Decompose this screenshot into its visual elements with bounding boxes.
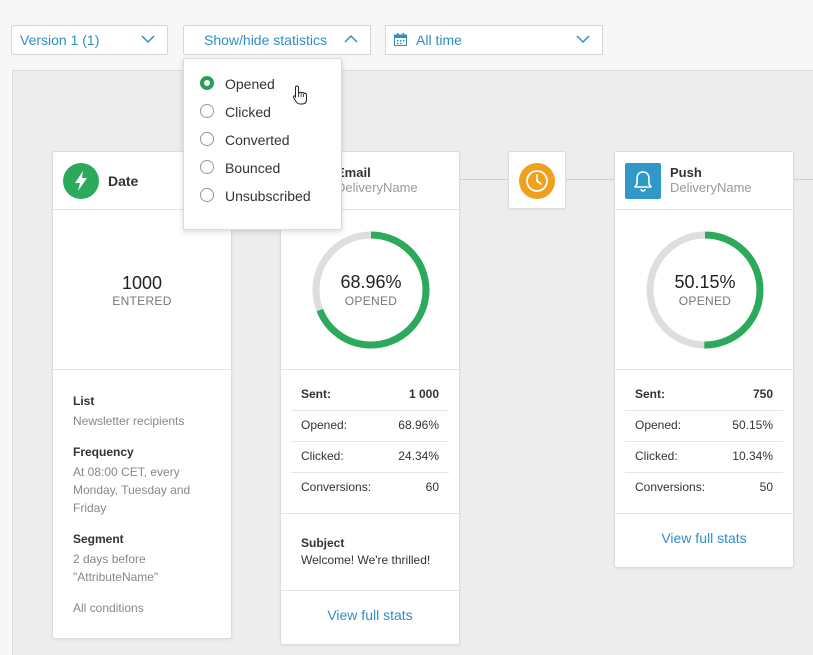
version-select-label: Version 1 (1) [20,32,100,48]
wait-node[interactable] [508,151,566,209]
option-label: Clicked [225,104,271,120]
stat-label: Opened: [301,418,348,432]
version-select[interactable]: Version 1 (1) [11,25,168,55]
stat-label: Sent: [635,387,665,401]
divider [281,513,459,514]
list-label: List [73,394,95,408]
view-full-stats-link[interactable]: View full stats [661,530,747,546]
stat-value: 24.34% [398,449,439,463]
chevron-down-icon [141,35,155,44]
stats-row-clicked: Clicked: 10.34% [625,441,783,473]
option-label: Opened [225,76,275,92]
show-hide-statistics-toggle[interactable]: Show/hide statistics [183,25,371,55]
statistics-dropdown-menu: Opened Clicked Converted Bounced Unsubsc… [183,58,342,230]
frequency-label: Frequency [73,445,134,459]
clock-icon [519,163,555,199]
stat-value: 1 000 [408,387,439,401]
ring-progress [312,231,430,349]
stat-value: 10.34% [732,449,773,463]
stats-row-clicked: Clicked: 24.34% [291,441,449,473]
lightning-icon [63,163,99,199]
divider [53,369,231,370]
option-label: Converted [225,132,290,148]
stats-row-conversions: Conversions: 50 [625,472,783,503]
segment-value: 2 days before "AttributeName" [73,552,159,584]
stat-value: 68.96% [398,418,439,432]
stats-toggle-label: Show/hide statistics [204,32,327,48]
bell-icon [625,163,661,199]
stat-label: Clicked: [301,449,344,463]
stats-row-opened: Opened: 68.96% [291,410,449,442]
opened-ring-chart: 50.15% OPENED [643,228,767,352]
entered-label: ENTERED [112,294,172,308]
radio-unselected[interactable] [200,188,214,202]
stats-row-sent: Sent: 1 000 [291,379,449,411]
option-label: Unsubscribed [225,188,311,204]
divider [281,369,459,370]
opened-rate-label: OPENED [344,294,398,308]
connector-line [793,179,813,180]
divider [281,590,459,591]
push-delivery-card[interactable]: Push DeliveryName 50.15% OPENED Sent: 75… [614,151,794,568]
card-title: Push [670,165,702,180]
card-subtitle: DeliveryName [336,180,418,195]
connector-line [459,179,509,180]
chevron-down-icon [576,35,590,44]
opened-rate-label: OPENED [678,294,732,308]
card-header: Push DeliveryName [615,152,793,210]
card-header: Date [53,152,231,210]
radio-unselected[interactable] [200,132,214,146]
ring-progress [646,231,764,349]
divider [615,369,793,370]
all-conditions-link[interactable]: All conditions [73,601,144,615]
trigger-card-date[interactable]: Date 1000 ENTERED List Newsletter recipi… [52,151,232,639]
radio-selected[interactable] [200,76,214,90]
stats-row-opened: Opened: 50.15% [625,410,783,442]
stat-value: 50.15% [732,418,773,432]
hand-cursor-icon [292,85,307,105]
stats-row-conversions: Conversions: 60 [291,472,449,503]
stats-row-sent: Sent: 750 [625,379,783,411]
date-range-label: All time [416,32,462,48]
option-label: Bounced [225,160,281,176]
card-title: Date [108,173,139,189]
connector-line [565,179,615,180]
divider [615,513,793,514]
stat-value: 50 [759,480,773,494]
frequency-value: At 08:00 CET, every Monday, Tuesday and … [73,465,191,515]
entered-count: 1000 [121,273,163,293]
card-subtitle: DeliveryName [670,180,752,195]
subject-value: Welcome! We're thrilled! [301,553,431,567]
email-delivery-card[interactable]: Email DeliveryName 68.96% OPENED Sent: 1… [280,151,460,645]
date-range-select[interactable]: All time [385,25,603,55]
stat-label: Clicked: [635,449,678,463]
radio-unselected[interactable] [200,104,214,118]
calendar-icon [394,33,407,46]
card-title: Email [336,165,371,180]
view-full-stats-link[interactable]: View full stats [327,607,413,623]
opened-rate: 68.96% [340,272,402,292]
segment-label: Segment [73,532,124,546]
stat-label: Sent: [301,387,331,401]
stat-label: Opened: [635,418,682,432]
stat-value: 60 [425,480,439,494]
stat-label: Conversions: [635,480,706,494]
subject-label: Subject [301,536,345,550]
stat-value: 750 [752,387,773,401]
stat-label: Conversions: [301,480,372,494]
chevron-up-icon [344,34,358,43]
opened-rate: 50.15% [674,272,736,292]
list-value: Newsletter recipients [73,414,185,428]
opened-ring-chart: 68.96% OPENED [309,228,433,352]
radio-unselected[interactable] [200,160,214,174]
